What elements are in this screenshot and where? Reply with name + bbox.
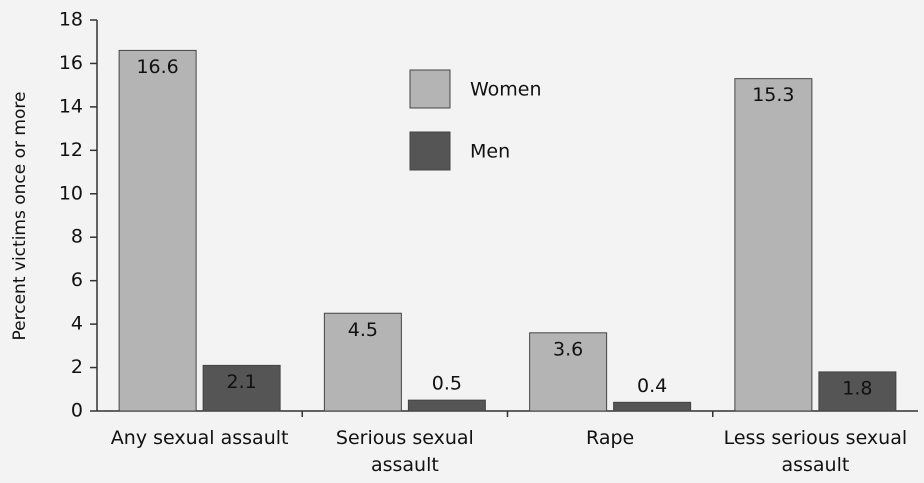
x-tick-label: Less serious sexual assault: [723, 427, 908, 476]
y-tick-label: 6: [71, 269, 83, 291]
bar: [818, 371, 897, 412]
data-label: 15.3: [752, 84, 794, 106]
legend-swatch: [409, 69, 451, 109]
x-tick-label: Rape: [586, 427, 635, 449]
bar: [613, 401, 692, 412]
bar: [118, 49, 197, 412]
legend-label: Women: [470, 79, 542, 101]
y-tick-label: 0: [71, 400, 83, 422]
data-label: 16.6: [136, 56, 178, 78]
data-label: 3.6: [553, 338, 583, 360]
legend-swatch: [409, 131, 451, 171]
data-label: 0.5: [432, 373, 462, 395]
bar: [323, 312, 402, 412]
bar: [734, 78, 813, 412]
x-tick-label: Serious sexual assault: [335, 427, 474, 476]
y-tick-label: 10: [59, 182, 83, 204]
bar: [407, 399, 486, 412]
legend-label: Men: [470, 141, 510, 163]
data-label: 1.8: [842, 377, 872, 399]
y-tick-label: 12: [59, 139, 83, 161]
bar: [529, 332, 608, 412]
bar: [202, 364, 281, 412]
data-label: 0.4: [637, 375, 667, 397]
x-tick-label: Any sexual assault: [110, 427, 289, 449]
y-tick-label: 18: [59, 9, 83, 31]
y-tick-label: 2: [71, 356, 83, 378]
data-label: 4.5: [348, 319, 378, 341]
y-tick-label: 4: [71, 313, 83, 335]
data-label: 2.1: [227, 371, 257, 393]
y-tick-label: 16: [59, 52, 83, 74]
y-axis-label: Percent victims once or more: [10, 92, 30, 341]
y-tick-label: 14: [59, 95, 83, 117]
y-tick-label: 8: [71, 226, 83, 248]
